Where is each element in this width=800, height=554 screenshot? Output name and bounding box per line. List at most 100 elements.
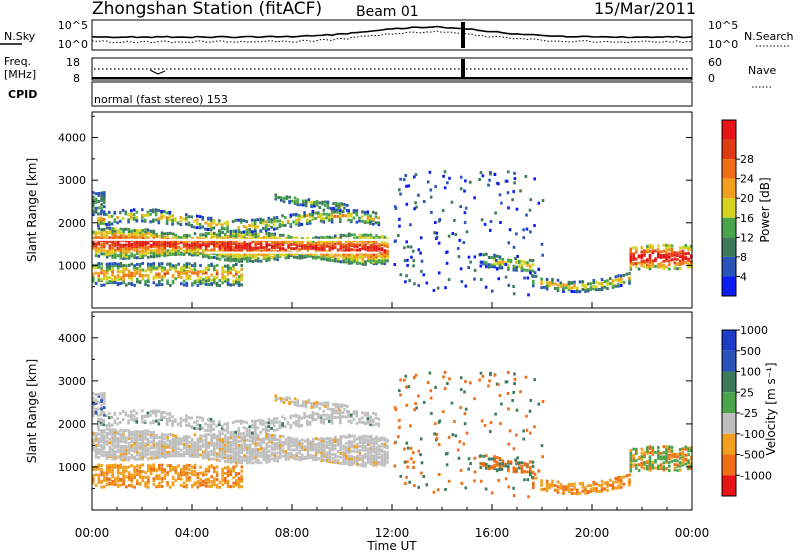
power-cell [551,278,554,281]
velocity-cell [342,435,345,439]
power-cell [493,253,496,257]
velocity-cell [289,416,293,420]
power-cell [171,236,175,240]
velocity-cell [92,440,95,444]
power-cell [240,218,243,222]
power-cell [501,262,505,266]
power-cell [372,210,375,214]
velocity-cell [313,401,316,405]
velocity-cell [103,446,106,450]
power-cell [353,254,356,258]
velocity-cell [166,442,169,446]
power-cell [158,264,161,268]
velocity-cell [662,457,666,461]
power-cell [292,255,296,259]
velocity-cell [268,444,271,448]
power-cell [321,200,324,204]
velocity-cell [659,463,663,467]
power-cell [237,228,240,232]
velocity-cell [165,417,169,421]
power-cell [651,251,655,255]
velocity-cell [237,476,241,480]
power-cell [240,257,244,261]
power-cell [493,173,497,176]
velocity-cell [297,419,301,423]
velocity-cell [635,459,638,463]
power-cell [676,261,679,265]
power-cell [350,253,354,257]
velocity-cell [353,449,356,453]
velocity-cell [665,447,668,451]
velocity-cell [204,484,208,488]
power-cell [103,197,106,201]
power-cell [229,271,233,275]
velocity-cell [301,448,304,452]
velocity-cell [293,397,297,401]
power-cell [103,272,106,276]
velocity-cell [684,462,688,466]
velocity-cell [226,442,230,446]
velocity-cell [415,406,418,410]
power-cell [339,235,343,239]
power-cell [210,248,213,252]
velocity-cell [196,449,200,453]
power-cell [413,175,416,179]
velocity-cell [138,453,142,457]
power-cell [92,198,95,202]
velocity-cell [497,383,500,386]
velocity-cell [235,464,238,468]
power-cell [429,188,433,192]
velocity-cell [224,449,227,453]
velocity-cell [374,412,378,416]
velocity-cell [105,464,109,468]
power-cell [122,257,125,261]
velocity-cell [232,454,235,458]
power-cell [679,266,682,270]
power-cell [361,246,365,250]
power-cell [141,208,144,212]
power-cell [193,225,196,229]
power-cell [224,275,227,279]
power-cell [111,227,114,231]
power-cell [278,219,282,223]
power-cell [315,200,319,203]
power-cell [152,266,156,270]
power-cell [367,249,370,253]
velocity-cell [473,397,476,401]
power-cell [207,216,210,220]
power-cell [147,247,150,251]
velocity-cell [171,483,175,487]
velocity-cell [122,431,125,435]
velocity-cell [188,447,191,451]
power-cell [350,244,354,247]
velocity-cell [215,424,218,428]
power-cell [490,263,494,267]
power-cell [620,280,623,284]
power-cell [185,262,189,266]
power-cell [152,251,156,255]
power-cell [364,253,367,257]
velocity-cell [333,410,337,414]
power-cell [105,277,109,281]
velocity-cell [177,464,180,468]
power-cell [136,252,139,255]
power-cell [163,272,167,276]
velocity-cell [493,457,496,461]
power-cell [191,253,194,257]
power-cell [204,232,208,235]
power-cell [141,248,145,252]
velocity-cell [207,457,211,461]
power-cell [469,180,472,184]
velocity-cell [398,418,401,422]
power-cell [166,249,169,253]
power-cell [199,233,202,237]
power-cell [643,265,646,269]
power-cell [541,199,545,203]
power-cell [226,229,229,233]
power-cell [293,200,297,204]
power-cell [447,278,451,282]
velocity-cell [665,453,668,457]
power-cell [210,235,213,239]
velocity-cell [144,471,147,475]
power-cell [372,222,375,226]
